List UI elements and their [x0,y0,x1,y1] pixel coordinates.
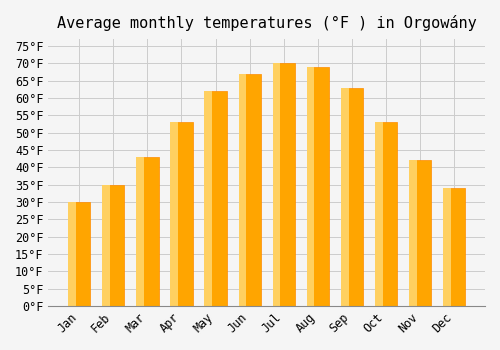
Bar [170,122,192,306]
Bar [375,122,382,306]
Bar [68,202,90,306]
Bar [375,122,397,306]
Bar [238,74,246,306]
Bar [341,88,348,306]
Bar [136,157,158,306]
Bar [204,91,212,306]
Bar [306,67,314,306]
Bar [272,63,295,306]
Title: Average monthly temperatures (°F ) in Orgowány: Average monthly temperatures (°F ) in Or… [57,15,476,31]
Bar [443,188,451,306]
Bar [68,202,76,306]
Bar [272,63,280,306]
Bar [238,74,260,306]
Bar [306,67,329,306]
Bar [204,91,227,306]
Bar [341,88,363,306]
Bar [102,184,124,306]
Bar [102,184,110,306]
Bar [136,157,144,306]
Bar [409,160,431,306]
Bar [170,122,178,306]
Bar [443,188,465,306]
Bar [409,160,416,306]
